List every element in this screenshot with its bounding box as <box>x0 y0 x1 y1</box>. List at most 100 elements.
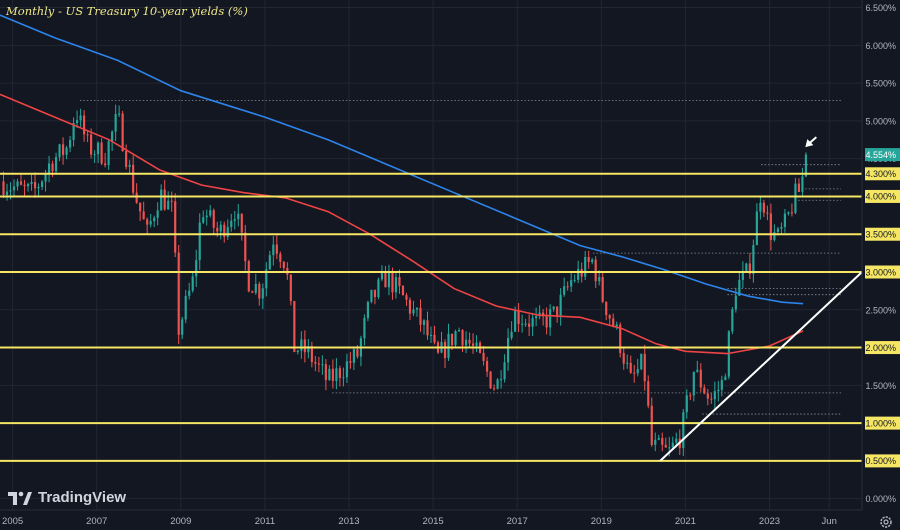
candle <box>328 365 331 381</box>
candle-body <box>566 286 569 288</box>
candle-body <box>559 294 562 317</box>
candle-body <box>507 337 510 363</box>
candle-body <box>177 252 180 335</box>
level-label-bg <box>865 167 900 181</box>
moving-average-red <box>0 93 804 355</box>
candle-body <box>16 181 19 187</box>
candle <box>373 289 377 305</box>
candle-body <box>265 269 268 289</box>
candle <box>783 208 786 233</box>
candle-body <box>443 341 447 359</box>
candle-body <box>373 289 377 297</box>
candle <box>682 408 685 456</box>
candle <box>114 104 117 142</box>
candle <box>230 213 233 232</box>
candle-body <box>492 388 496 390</box>
candle-body <box>279 253 282 262</box>
candle-body <box>349 361 352 363</box>
candle <box>496 378 499 390</box>
candle-body <box>668 447 671 449</box>
candle <box>647 375 650 409</box>
candle <box>310 341 313 368</box>
candle <box>72 117 75 147</box>
candle-body <box>97 142 100 155</box>
candle-body <box>710 398 713 400</box>
candle-body <box>671 442 674 448</box>
candle <box>342 367 345 387</box>
candle-body <box>794 183 797 213</box>
candle <box>584 250 587 281</box>
candle-body <box>118 113 121 115</box>
candle-body <box>174 201 177 253</box>
candle-body <box>237 213 240 220</box>
candle-body <box>191 276 194 291</box>
candle <box>401 285 405 296</box>
candle-body <box>289 274 292 301</box>
gear-icon[interactable] <box>879 515 893 529</box>
candle-body <box>510 331 513 338</box>
candle <box>503 354 506 383</box>
candle-body <box>433 334 436 343</box>
candle-body <box>268 255 271 270</box>
candle <box>454 329 457 349</box>
candle <box>657 434 660 441</box>
candle <box>156 202 159 226</box>
candle-body <box>86 134 89 136</box>
candle <box>531 312 534 336</box>
candle-body <box>398 277 401 287</box>
candle-body <box>780 226 783 229</box>
candle-body <box>584 256 587 277</box>
candle-body <box>107 141 110 166</box>
candle <box>93 150 96 164</box>
price-axis[interactable]: 6.500%6.000%5.500%5.000%4.500%2.500%1.50… <box>865 3 900 504</box>
candle-body <box>643 353 646 382</box>
candle-body <box>303 339 306 353</box>
candle-body <box>230 220 233 228</box>
candle <box>146 217 149 235</box>
candle-body <box>804 154 808 177</box>
candle <box>331 359 334 389</box>
level-label: 3.500% <box>865 230 896 240</box>
candle <box>12 179 16 197</box>
candle <box>587 250 590 269</box>
candle-body <box>244 232 247 262</box>
candle-body <box>331 368 334 381</box>
candle-body <box>755 211 758 246</box>
candle <box>685 389 688 419</box>
candle-body <box>482 352 485 361</box>
time-axis[interactable]: 2005 2007 2009 2011 2013 2015 2017 2019 2021 2023… <box>2 516 837 527</box>
time-tick-label: 2007 <box>86 516 107 527</box>
candle-body <box>282 261 285 269</box>
candle <box>202 210 205 224</box>
candle-body <box>338 368 341 378</box>
candle-body <box>391 271 394 293</box>
candle <box>307 339 310 359</box>
candle-body <box>464 339 468 346</box>
candle <box>549 304 552 336</box>
candle <box>125 144 128 170</box>
time-tick-label: 2011 <box>255 516 275 527</box>
candle <box>380 265 384 282</box>
candle <box>209 205 212 218</box>
candle-body <box>394 277 398 293</box>
candle-body <box>366 301 370 318</box>
candle <box>464 331 468 354</box>
candle <box>324 359 327 391</box>
candle <box>552 306 555 312</box>
candle-body <box>531 318 534 327</box>
tradingview-logo[interactable]: TradingView <box>8 486 126 508</box>
candle <box>247 259 250 293</box>
candle <box>363 314 366 346</box>
candle-body <box>19 181 23 185</box>
candle-body <box>731 309 734 332</box>
candle-body <box>594 259 597 282</box>
candle-body <box>121 113 124 151</box>
candle-body <box>485 360 489 372</box>
candle <box>524 318 527 327</box>
candle <box>268 250 271 270</box>
dotted-levels <box>79 100 841 415</box>
price-tick-label: 6.500% <box>865 3 896 13</box>
candle-body <box>457 330 461 332</box>
candle-body <box>324 364 327 381</box>
